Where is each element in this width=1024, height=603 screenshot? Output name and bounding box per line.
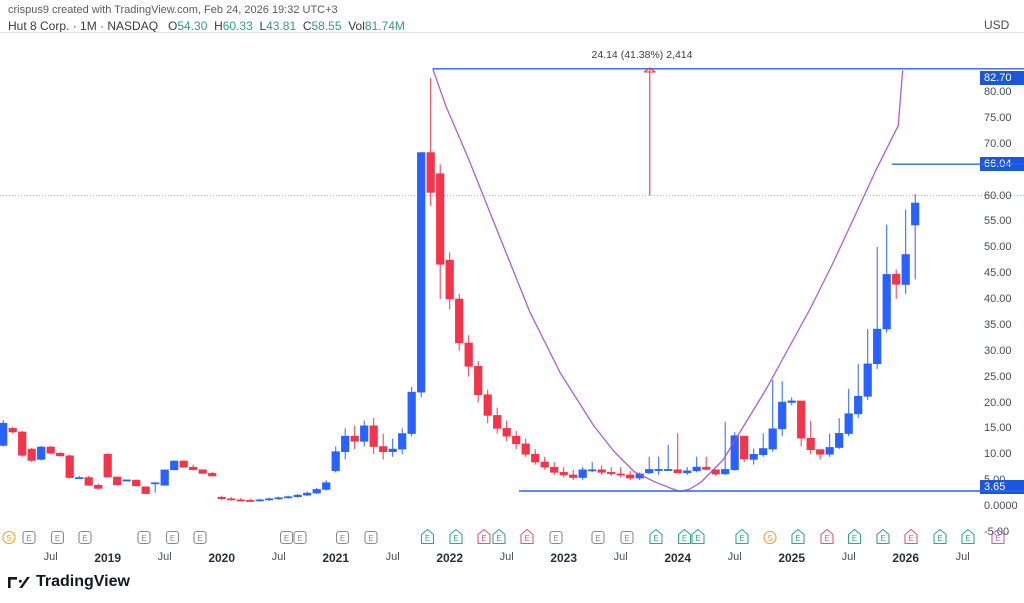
svg-text:E: E bbox=[496, 534, 501, 543]
svg-text:E: E bbox=[795, 534, 800, 543]
svg-text:E: E bbox=[284, 534, 289, 543]
svg-text:E: E bbox=[937, 534, 942, 543]
svg-text:S: S bbox=[6, 534, 11, 543]
svg-text:E: E bbox=[880, 534, 885, 543]
svg-text:E: E bbox=[852, 534, 857, 543]
svg-text:E: E bbox=[965, 534, 970, 543]
svg-text:24.14 (41.38%) 2,414: 24.14 (41.38%) 2,414 bbox=[592, 49, 693, 61]
svg-text:E: E bbox=[682, 534, 687, 543]
svg-text:E: E bbox=[524, 534, 529, 543]
svg-text:E: E bbox=[425, 534, 430, 543]
svg-text:E: E bbox=[481, 534, 486, 543]
svg-text:E: E bbox=[197, 534, 202, 543]
svg-text:E: E bbox=[340, 534, 345, 543]
svg-text:E: E bbox=[653, 534, 658, 543]
svg-text:E: E bbox=[82, 534, 87, 543]
svg-text:E: E bbox=[739, 534, 744, 543]
svg-text:E: E bbox=[453, 534, 458, 543]
svg-text:E: E bbox=[695, 534, 700, 543]
svg-text:E: E bbox=[368, 534, 373, 543]
svg-text:E: E bbox=[297, 534, 302, 543]
svg-text:S: S bbox=[767, 534, 772, 543]
svg-text:E: E bbox=[26, 534, 31, 543]
svg-text:E: E bbox=[995, 534, 1000, 543]
svg-text:E: E bbox=[624, 534, 629, 543]
svg-text:E: E bbox=[170, 534, 175, 543]
svg-text:E: E bbox=[553, 534, 558, 543]
svg-text:E: E bbox=[141, 534, 146, 543]
svg-text:E: E bbox=[55, 534, 60, 543]
svg-text:E: E bbox=[595, 534, 600, 543]
svg-text:E: E bbox=[824, 534, 829, 543]
svg-text:E: E bbox=[908, 534, 913, 543]
